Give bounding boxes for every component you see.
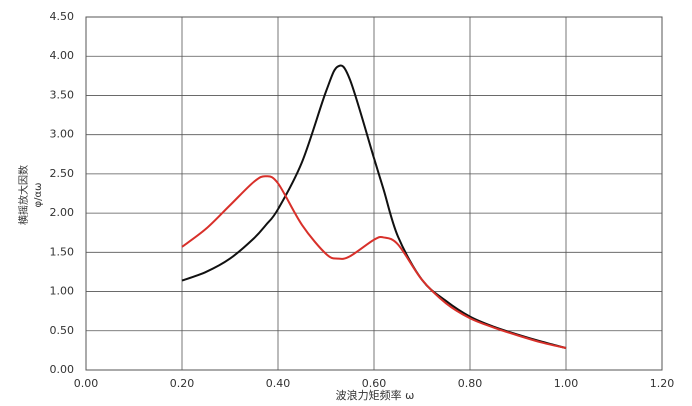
x-tick-label: 0.40 bbox=[266, 377, 291, 390]
y-tick-label: 4.50 bbox=[50, 10, 75, 23]
x-tick-label: 0.60 bbox=[362, 377, 387, 390]
x-tick-label: 0.20 bbox=[170, 377, 195, 390]
x-axis-label: 波浪力矩频率 ω bbox=[336, 388, 415, 402]
y-tick-label: 1.00 bbox=[50, 285, 75, 298]
x-tick-label: 1.00 bbox=[554, 377, 579, 390]
y-tick-label: 0.00 bbox=[50, 363, 75, 376]
y-tick-label: 2.50 bbox=[50, 167, 75, 180]
line-series bbox=[181, 175, 567, 350]
y-tick-label: 3.00 bbox=[50, 128, 75, 141]
y-tick-label: 2.00 bbox=[50, 206, 75, 219]
x-tick-label: 0.00 bbox=[74, 377, 99, 390]
y-axis-unit: φ/αω bbox=[33, 183, 44, 208]
y-tick-label: 0.50 bbox=[50, 324, 75, 337]
y-tick-label: 4.00 bbox=[50, 49, 75, 62]
plot-frame bbox=[85, 16, 663, 371]
y-tick-label: 1.50 bbox=[50, 245, 75, 258]
y-tick-label: 3.50 bbox=[50, 88, 75, 101]
x-tick-label: 1.20 bbox=[650, 377, 675, 390]
y-axis-label: 横摇放大因数 bbox=[17, 165, 30, 225]
x-tick-label: 0.80 bbox=[458, 377, 483, 390]
